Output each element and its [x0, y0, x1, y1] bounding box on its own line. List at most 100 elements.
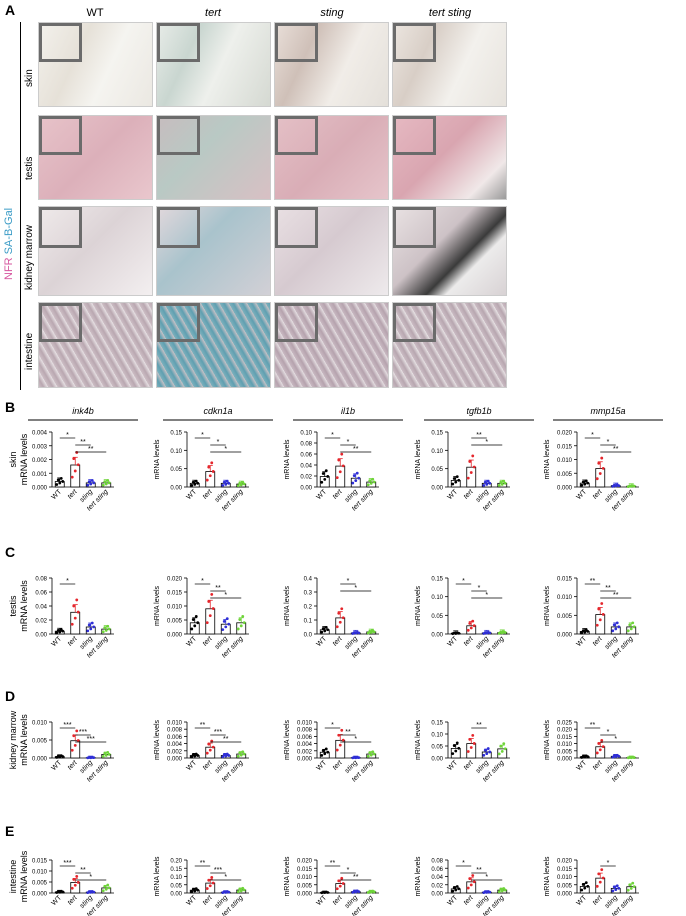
data-point	[320, 630, 324, 634]
data-point	[628, 623, 632, 627]
chart-c-cdkn1a: 0.000 0.005 0.010 0.015 0.020 mRNA levels WT te…	[154, 577, 249, 659]
data-point	[193, 624, 197, 628]
y-axis-label: mRNA levels	[544, 856, 551, 897]
data-point	[106, 624, 110, 628]
significance-label: **	[590, 578, 596, 585]
data-point	[371, 889, 375, 893]
data-point	[580, 631, 584, 635]
x-tick-group: WT	[576, 894, 589, 907]
data-point	[632, 625, 636, 629]
data-point	[205, 887, 209, 890]
data-point	[326, 475, 330, 478]
data-point	[56, 754, 60, 758]
x-tick-label: tert	[202, 488, 215, 501]
y-tick-label: 0.020	[167, 577, 183, 583]
y-tick-label: 0.15	[431, 721, 443, 727]
data-point	[597, 742, 601, 745]
x-tick-label: tert	[463, 894, 476, 907]
y-axis-label-group: mRNA levels	[154, 439, 161, 480]
significance-label: *	[201, 578, 204, 585]
y-tick-label: 0.10	[170, 875, 182, 881]
y-tick-label: 0.000	[167, 757, 183, 763]
data-point	[225, 617, 229, 621]
data-point	[499, 630, 503, 634]
gene-header-ink4b: ink4b	[72, 406, 94, 416]
significance-label: **	[223, 736, 229, 743]
y-tick-label: 0.015	[167, 591, 183, 597]
y-axis-label: mRNA levels	[284, 856, 291, 897]
y-axis-label-group: mRNA levels	[154, 719, 161, 760]
y-axis-label: mRNA levels	[19, 580, 29, 632]
x-tick-group: tert	[592, 894, 605, 907]
data-point	[61, 480, 65, 483]
data-point	[191, 618, 195, 621]
significance-label: ***	[79, 729, 87, 736]
data-point	[340, 607, 344, 611]
data-point	[70, 622, 74, 626]
y-axis-label-group: mRNA levels	[544, 585, 551, 626]
significance-label: *	[66, 432, 69, 439]
data-point	[369, 481, 373, 485]
significance-label: *	[347, 439, 350, 446]
data-point	[503, 747, 507, 751]
data-point	[483, 748, 487, 752]
data-point	[106, 883, 110, 887]
data-point	[454, 480, 458, 484]
data-point	[211, 607, 215, 610]
data-point	[320, 754, 324, 757]
inset-box	[393, 303, 436, 343]
y-tick-label: 0.10	[431, 595, 443, 601]
data-point	[104, 482, 108, 486]
data-point	[355, 889, 359, 893]
y-tick-label: 0.00	[431, 486, 443, 492]
data-point	[208, 884, 212, 888]
y-tick-label: 0.002	[167, 749, 183, 755]
micrograph-kidney-marrow-wt	[38, 206, 153, 296]
x-tick-label: tert	[592, 488, 605, 501]
gene-header-il1b: il1b	[341, 406, 355, 416]
significance-label: ***	[214, 729, 222, 736]
x-tick-label: WT	[447, 759, 460, 772]
y-tick-label: 0.005	[557, 614, 573, 620]
data-point	[455, 475, 459, 479]
inset-box	[393, 207, 436, 249]
x-tick-group: WT	[186, 488, 199, 501]
x-tick-label: WT	[51, 894, 64, 907]
y-axis-label: mRNA levels	[19, 433, 29, 485]
data-point	[597, 872, 601, 876]
data-point	[600, 738, 604, 742]
y-axis-label: mRNA levels	[284, 439, 291, 480]
data-point	[87, 756, 91, 759]
data-point	[628, 883, 632, 887]
x-tick-group: WT	[51, 488, 64, 501]
data-point	[103, 885, 107, 888]
data-point	[75, 451, 79, 454]
inset-box	[39, 303, 82, 343]
x-tick-group: tert	[67, 759, 80, 772]
data-point	[626, 888, 630, 892]
data-point	[471, 454, 475, 458]
x-tick-group: tert	[332, 759, 345, 772]
y-axis-label: mRNA levels	[154, 856, 161, 897]
micrograph-kidney-marrow-tert-sting	[392, 206, 507, 296]
data-point	[241, 615, 245, 618]
x-tick-label: WT	[186, 488, 199, 501]
data-point	[87, 623, 91, 627]
data-point	[586, 481, 590, 485]
x-tick-label: tert	[202, 894, 215, 907]
significance-label: *	[478, 585, 481, 592]
micrograph-skin-sting	[274, 22, 389, 107]
data-point	[371, 629, 375, 633]
data-point	[338, 470, 342, 474]
chart-e-il1b: 0.000 0.005 0.010 0.015 0.020 mRNA levels WT te…	[284, 856, 379, 916]
inset-box	[275, 303, 318, 343]
y-axis-label: mRNA levels	[154, 439, 161, 480]
y-axis-label: mRNA levels	[19, 714, 29, 766]
data-point	[452, 886, 456, 890]
y-axis-label: mRNA levels	[19, 850, 29, 902]
data-point	[457, 746, 461, 750]
data-point	[340, 452, 344, 456]
